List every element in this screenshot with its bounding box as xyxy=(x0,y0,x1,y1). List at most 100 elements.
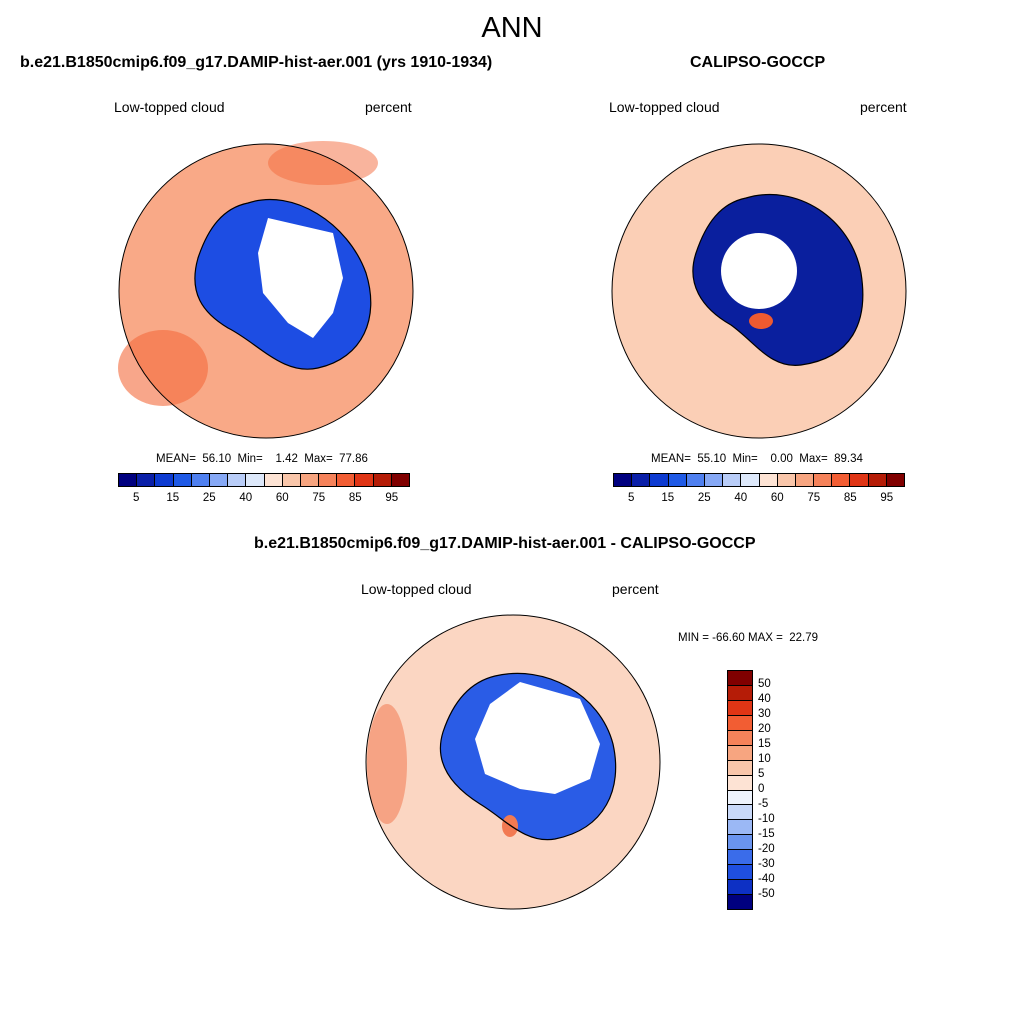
panel1-colorbar-swatch xyxy=(209,474,229,486)
panel3-colorbar-tick-label: -15 xyxy=(758,828,775,840)
panel2-colorbar-tick-label: 15 xyxy=(661,492,675,504)
panel2-colorbar-ticks: 5 15 25 40 60 75 85 95 xyxy=(613,492,905,506)
figure-title: ANN xyxy=(481,12,543,44)
panel1-colorbar-tick-label: 25 xyxy=(202,492,216,504)
panel3-positive-spot xyxy=(502,815,518,837)
panel1-colorbar-swatch xyxy=(373,474,392,486)
panel3-missing-data-region xyxy=(475,682,600,794)
panel3-colorbar-swatch xyxy=(728,775,752,791)
panel3-colorbar-swatch xyxy=(728,715,752,731)
panel1-coastline xyxy=(194,198,372,370)
panel3-colorbar-swatch xyxy=(728,895,752,909)
panel2-colorbar-swatch xyxy=(777,474,796,486)
panel1-colorbar-tick-label: 75 xyxy=(312,492,326,504)
panel1-colorbar-swatch xyxy=(155,474,174,486)
panel2-colorbar xyxy=(613,473,905,487)
panel2-colorbar-swatch xyxy=(741,474,760,486)
panel2-colorbar-swatch xyxy=(704,474,724,486)
panel1-colorbar-tick-label: 40 xyxy=(239,492,253,504)
panel3-colorbar-tick-label: 15 xyxy=(758,738,771,750)
panel3-colorbar-swatch xyxy=(728,685,752,701)
panel2-colorbar-swatch xyxy=(614,474,633,486)
panel1-colorbar xyxy=(118,473,410,487)
panel2-colorbar-swatch xyxy=(868,474,887,486)
panel3-colorbar-tick-label: -5 xyxy=(758,798,769,810)
panel3-colorbar-tick-label: -30 xyxy=(758,858,775,870)
panel3-colorbar-swatch xyxy=(728,790,752,806)
panel3-colorbar-swatch xyxy=(728,805,752,821)
panel1-colorbar-swatch xyxy=(173,474,192,486)
panel3-colorbar-tick-label: 5 xyxy=(758,768,765,780)
panel1-colorbar-swatch xyxy=(300,474,320,486)
panel1-colorbar-swatch xyxy=(282,474,301,486)
panel1-colorbar-swatch xyxy=(337,474,356,486)
panel3-colorbar-swatch xyxy=(728,865,752,881)
panel2-colorbar-tick-label: 5 xyxy=(628,492,635,504)
panel1-colorbar-swatch xyxy=(191,474,210,486)
panel2-colorbar-tick-label: 60 xyxy=(770,492,784,504)
panel3-colorbar-tick-label: 30 xyxy=(758,708,771,720)
panel2-polar-map xyxy=(611,143,907,439)
panel3-colorbar-tick-label: -20 xyxy=(758,843,775,855)
panel3-colorbar-tick-label: 40 xyxy=(758,693,771,705)
panel1-high-cloud-region-north xyxy=(268,141,378,185)
panel3-colorbar-swatch xyxy=(728,850,752,866)
panel2-colorbar-tick-label: 40 xyxy=(734,492,748,504)
panel3-colorbar-tick-label: 50 xyxy=(758,678,771,690)
panel2-variable-label: Low-topped cloud xyxy=(609,99,720,115)
panel3-units-label: percent xyxy=(612,581,659,597)
panel1-colorbar-swatch xyxy=(355,474,374,486)
panel2-coastline xyxy=(692,193,864,366)
panel1-colorbar-tick-label: 95 xyxy=(385,492,399,504)
panel1-colorbar-swatch xyxy=(228,474,247,486)
panel2-colorbar-swatch xyxy=(814,474,833,486)
panel2-colorbar-tick-label: 85 xyxy=(843,492,857,504)
panel1-map-border xyxy=(118,143,414,439)
panel3-colorbar-swatch xyxy=(728,700,752,716)
panel1-colorbar-swatch xyxy=(119,474,138,486)
panel1-colorbar-swatch xyxy=(246,474,265,486)
panel2-colorbar-swatch xyxy=(795,474,815,486)
panel3-variable-label: Low-topped cloud xyxy=(361,581,472,597)
panel2-colorbar-tick-label: 25 xyxy=(697,492,711,504)
panel2-colorbar-swatch xyxy=(832,474,851,486)
panel3-colorbar-tick-label: 10 xyxy=(758,753,771,765)
panel1-title: b.e21.B1850cmip6.f09_g17.DAMIP-hist-aer.… xyxy=(20,54,493,71)
panel3-colorbar-tick-label: -10 xyxy=(758,813,775,825)
panel2-title: CALIPSO-GOCCP xyxy=(690,54,826,71)
panel2-colorbar-swatch xyxy=(650,474,669,486)
panel3-coastline xyxy=(439,672,617,841)
panel2-units-label: percent xyxy=(860,99,907,115)
panel2-colorbar-swatch xyxy=(632,474,651,486)
panel2-colorbar-swatch xyxy=(723,474,742,486)
panel3-colorbar-tick-label: -40 xyxy=(758,873,775,885)
panel1-colorbar-swatch xyxy=(319,474,338,486)
panel1-units-label: percent xyxy=(365,99,412,115)
panel3-colorbar-swatch xyxy=(728,835,752,851)
panel1-missing-data-region xyxy=(258,218,343,338)
panel2-colorbar-swatch xyxy=(886,474,904,486)
panel2-map-border xyxy=(611,143,907,439)
panel2-colorbar-tick-label: 75 xyxy=(807,492,821,504)
panel3-colorbar-tick-label: 20 xyxy=(758,723,771,735)
panel2-missing-data-region xyxy=(721,233,797,309)
panel3-positive-region-west xyxy=(367,704,407,824)
panel2-colorbar-swatch xyxy=(668,474,687,486)
panel3-colorbar-tick-label: 0 xyxy=(758,783,765,795)
panel2-colorbar-swatch xyxy=(850,474,869,486)
panel2-colorbar-swatch xyxy=(686,474,705,486)
panel3-colorbar-swatch xyxy=(728,760,752,776)
panel1-polar-map xyxy=(118,141,414,439)
panel3-stats: MIN = -66.60 MAX = 22.79 xyxy=(678,632,818,644)
panel1-variable-label: Low-topped cloud xyxy=(114,99,225,115)
panel2-colorbar-swatch xyxy=(759,474,778,486)
panel1-colorbar-tick-label: 5 xyxy=(133,492,140,504)
panel3-colorbar-swatch xyxy=(728,820,752,836)
panel1-colorbar-tick-label: 60 xyxy=(275,492,289,504)
panel3-colorbar-tick-label: -50 xyxy=(758,888,775,900)
panel1-high-cloud-region xyxy=(118,330,208,406)
panel2-colorbar-tick-label: 95 xyxy=(880,492,894,504)
panel1-colorbar-swatch xyxy=(137,474,156,486)
panel3-colorbar xyxy=(727,670,753,910)
panel3-title: b.e21.B1850cmip6.f09_g17.DAMIP-hist-aer.… xyxy=(254,535,756,552)
